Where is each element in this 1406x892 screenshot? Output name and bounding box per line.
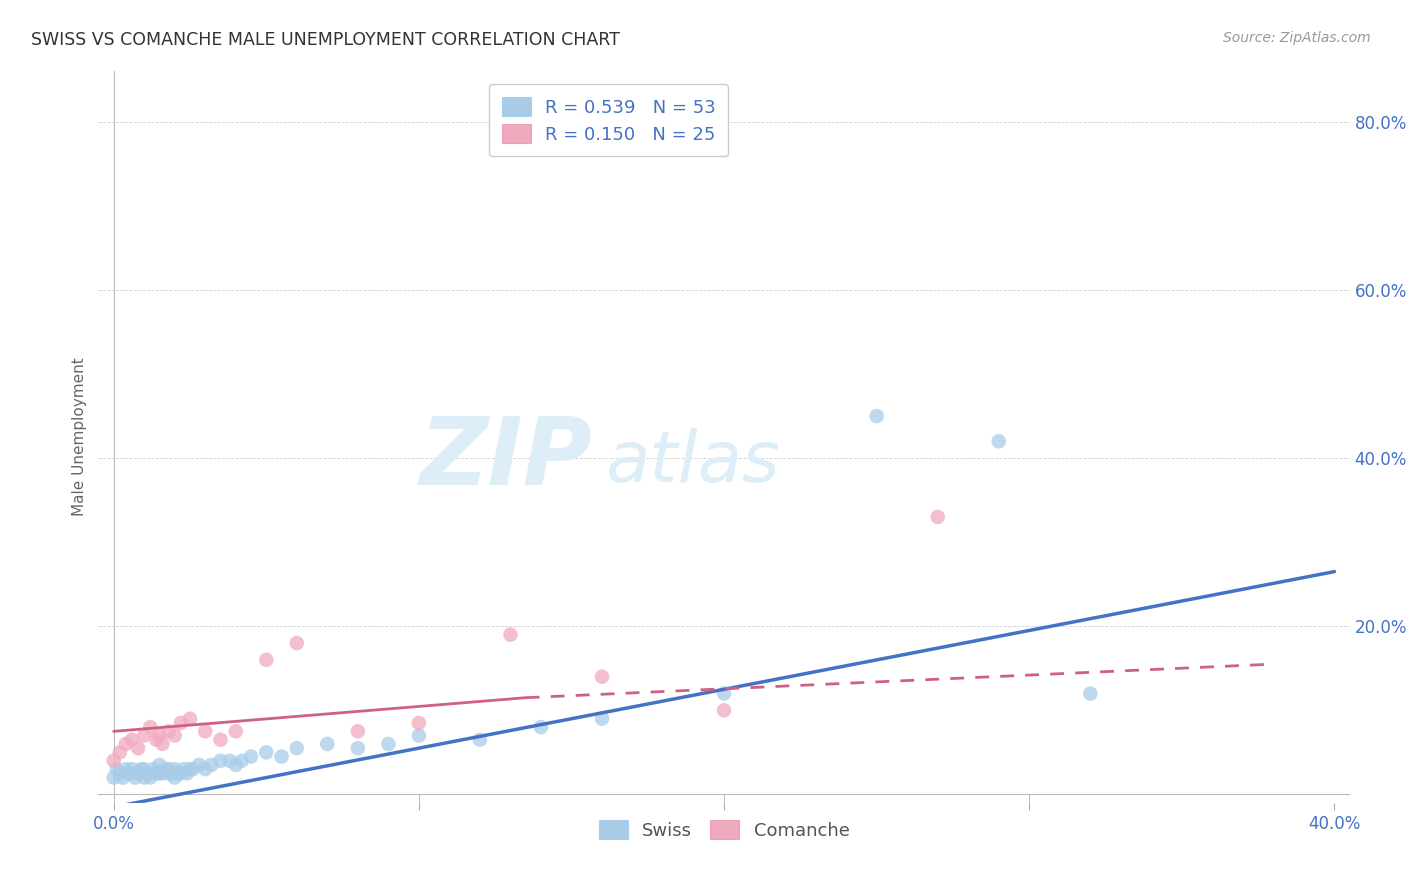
Point	[194, 724, 217, 739]
Point	[115, 762, 138, 776]
Point	[209, 732, 232, 747]
Point	[111, 771, 134, 785]
Point	[188, 758, 211, 772]
Point	[209, 754, 232, 768]
Point	[347, 741, 370, 756]
Point	[170, 766, 193, 780]
Point	[160, 766, 183, 780]
Point	[499, 627, 522, 641]
Point	[139, 720, 162, 734]
Point	[152, 737, 174, 751]
Point	[231, 754, 253, 768]
Point	[468, 732, 491, 747]
Point	[152, 766, 174, 780]
Point	[170, 715, 193, 730]
Point	[194, 762, 217, 776]
Point	[218, 754, 240, 768]
Point	[285, 636, 308, 650]
Point	[270, 749, 292, 764]
Text: SWISS VS COMANCHE MALE UNEMPLOYMENT CORRELATION CHART: SWISS VS COMANCHE MALE UNEMPLOYMENT CORR…	[31, 31, 620, 49]
Point	[408, 715, 430, 730]
Point	[124, 771, 146, 785]
Text: atlas: atlas	[605, 428, 780, 497]
Point	[1078, 686, 1101, 700]
Point	[179, 762, 201, 776]
Point	[285, 741, 308, 756]
Point	[347, 724, 370, 739]
Point	[142, 762, 165, 776]
Point	[155, 762, 177, 776]
Point	[225, 758, 247, 772]
Point	[145, 732, 167, 747]
Point	[148, 729, 170, 743]
Point	[316, 737, 339, 751]
Point	[121, 762, 143, 776]
Point	[530, 720, 553, 734]
Point	[166, 766, 188, 780]
Point	[181, 762, 204, 776]
Point	[103, 754, 125, 768]
Point	[129, 762, 152, 776]
Point	[157, 724, 180, 739]
Point	[157, 766, 180, 780]
Point	[136, 766, 159, 780]
Point	[139, 771, 162, 785]
Point	[108, 745, 131, 759]
Text: Source: ZipAtlas.com: Source: ZipAtlas.com	[1223, 31, 1371, 45]
Point	[145, 766, 167, 780]
Point	[927, 510, 949, 524]
Point	[105, 762, 128, 776]
Point	[225, 724, 247, 739]
Text: ZIP: ZIP	[420, 413, 593, 505]
Point	[163, 762, 186, 776]
Point	[240, 749, 263, 764]
Point	[118, 766, 141, 780]
Point	[163, 729, 186, 743]
Point	[591, 712, 613, 726]
Point	[134, 762, 156, 776]
Point	[377, 737, 399, 751]
Y-axis label: Male Unemployment: Male Unemployment	[72, 358, 87, 516]
Point	[157, 762, 180, 776]
Point	[591, 670, 613, 684]
Point	[987, 434, 1010, 449]
Point	[148, 758, 170, 772]
Point	[176, 766, 198, 780]
Point	[179, 712, 201, 726]
Point	[127, 766, 149, 780]
Point	[173, 762, 195, 776]
Point	[254, 653, 277, 667]
Point	[134, 771, 156, 785]
Point	[108, 766, 131, 780]
Point	[134, 729, 156, 743]
Point	[713, 686, 735, 700]
Point	[103, 771, 125, 785]
Point	[200, 758, 222, 772]
Point	[163, 771, 186, 785]
Point	[127, 741, 149, 756]
Legend: Swiss, Comanche: Swiss, Comanche	[589, 811, 859, 848]
Point	[148, 766, 170, 780]
Point	[408, 729, 430, 743]
Point	[254, 745, 277, 759]
Point	[121, 732, 143, 747]
Point	[866, 409, 889, 423]
Point	[115, 737, 138, 751]
Point	[713, 703, 735, 717]
